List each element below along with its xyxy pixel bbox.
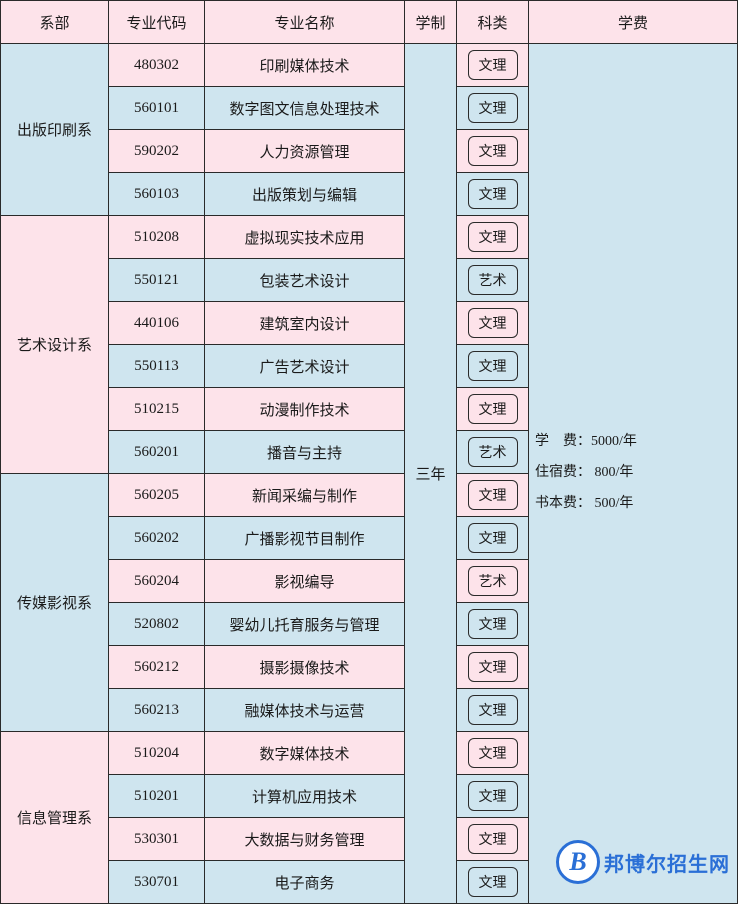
dept-cell: 艺术设计系 — [1, 216, 109, 474]
dept-cell: 出版印刷系 — [1, 44, 109, 216]
major-code: 560204 — [109, 560, 205, 603]
major-name: 建筑室内设计 — [205, 302, 405, 345]
major-name: 婴幼儿托育服务与管理 — [205, 603, 405, 646]
category-pill: 艺术 — [468, 437, 518, 467]
category-cell: 文理 — [457, 818, 529, 861]
major-code: 550121 — [109, 259, 205, 302]
table-row: 出版印刷系480302印刷媒体技术三年文理学 费：5000/年住宿费： 800/… — [1, 44, 738, 87]
col-category: 科类 — [457, 1, 529, 44]
col-code: 专业代码 — [109, 1, 205, 44]
category-cell: 艺术 — [457, 259, 529, 302]
duration-cell: 三年 — [405, 44, 457, 904]
major-name: 数字媒体技术 — [205, 732, 405, 775]
col-duration: 学制 — [405, 1, 457, 44]
major-name: 新闻采编与制作 — [205, 474, 405, 517]
major-code: 590202 — [109, 130, 205, 173]
major-code: 560212 — [109, 646, 205, 689]
major-code: 560205 — [109, 474, 205, 517]
major-name: 人力资源管理 — [205, 130, 405, 173]
major-code: 520802 — [109, 603, 205, 646]
category-cell: 文理 — [457, 216, 529, 259]
category-pill: 文理 — [468, 136, 518, 166]
major-name: 影视编导 — [205, 560, 405, 603]
category-pill: 文理 — [468, 480, 518, 510]
major-code: 530701 — [109, 861, 205, 904]
fee-tuition: 学 费：5000/年 — [535, 427, 736, 458]
category-pill: 文理 — [468, 50, 518, 80]
table-header-row: 系部 专业代码 专业名称 学制 科类 学费 — [1, 1, 738, 44]
category-pill: 文理 — [468, 93, 518, 123]
category-pill: 文理 — [468, 781, 518, 811]
category-cell: 文理 — [457, 87, 529, 130]
category-cell: 文理 — [457, 646, 529, 689]
dept-cell: 传媒影视系 — [1, 474, 109, 732]
major-name: 计算机应用技术 — [205, 775, 405, 818]
category-cell: 艺术 — [457, 431, 529, 474]
major-name: 摄影摄像技术 — [205, 646, 405, 689]
majors-table: 系部 专业代码 专业名称 学制 科类 学费 出版印刷系480302印刷媒体技术三… — [0, 0, 738, 904]
major-name: 电子商务 — [205, 861, 405, 904]
col-fee: 学费 — [529, 1, 738, 44]
major-code: 480302 — [109, 44, 205, 87]
fee-book: 书本费： 500/年 — [535, 489, 736, 520]
col-dept: 系部 — [1, 1, 109, 44]
category-cell: 文理 — [457, 474, 529, 517]
category-pill: 文理 — [468, 394, 518, 424]
category-pill: 文理 — [468, 738, 518, 768]
col-name: 专业名称 — [205, 1, 405, 44]
category-cell: 文理 — [457, 388, 529, 431]
category-pill: 艺术 — [468, 265, 518, 295]
major-name: 印刷媒体技术 — [205, 44, 405, 87]
category-pill: 文理 — [468, 308, 518, 338]
category-cell: 文理 — [457, 689, 529, 732]
category-cell: 文理 — [457, 130, 529, 173]
major-name: 数字图文信息处理技术 — [205, 87, 405, 130]
major-code: 550113 — [109, 345, 205, 388]
category-cell: 文理 — [457, 302, 529, 345]
major-code: 560101 — [109, 87, 205, 130]
major-name: 广播影视节目制作 — [205, 517, 405, 560]
major-code: 440106 — [109, 302, 205, 345]
major-code: 510204 — [109, 732, 205, 775]
category-cell: 文理 — [457, 173, 529, 216]
major-code: 510215 — [109, 388, 205, 431]
major-name: 动漫制作技术 — [205, 388, 405, 431]
category-pill: 文理 — [468, 222, 518, 252]
category-pill: 文理 — [468, 609, 518, 639]
category-cell: 文理 — [457, 775, 529, 818]
category-pill: 文理 — [468, 523, 518, 553]
major-name: 出版策划与编辑 — [205, 173, 405, 216]
category-pill: 文理 — [468, 652, 518, 682]
major-code: 560201 — [109, 431, 205, 474]
major-code: 530301 — [109, 818, 205, 861]
dept-cell: 信息管理系 — [1, 732, 109, 904]
category-pill: 文理 — [468, 351, 518, 381]
fee-dorm: 住宿费： 800/年 — [535, 458, 736, 489]
fee-cell: 学 费：5000/年住宿费： 800/年书本费： 500/年 — [529, 44, 738, 904]
category-pill: 文理 — [468, 824, 518, 854]
category-cell: 文理 — [457, 603, 529, 646]
category-pill: 文理 — [468, 179, 518, 209]
major-name: 包装艺术设计 — [205, 259, 405, 302]
major-name: 融媒体技术与运营 — [205, 689, 405, 732]
category-cell: 文理 — [457, 517, 529, 560]
category-cell: 文理 — [457, 732, 529, 775]
category-cell: 文理 — [457, 345, 529, 388]
category-pill: 文理 — [468, 867, 518, 897]
major-name: 大数据与财务管理 — [205, 818, 405, 861]
category-cell: 文理 — [457, 44, 529, 87]
category-cell: 艺术 — [457, 560, 529, 603]
major-name: 播音与主持 — [205, 431, 405, 474]
major-code: 510208 — [109, 216, 205, 259]
category-pill: 艺术 — [468, 566, 518, 596]
major-name: 广告艺术设计 — [205, 345, 405, 388]
major-code: 560213 — [109, 689, 205, 732]
major-name: 虚拟现实技术应用 — [205, 216, 405, 259]
category-cell: 文理 — [457, 861, 529, 904]
major-code: 560103 — [109, 173, 205, 216]
major-code: 560202 — [109, 517, 205, 560]
category-pill: 文理 — [468, 695, 518, 725]
major-code: 510201 — [109, 775, 205, 818]
